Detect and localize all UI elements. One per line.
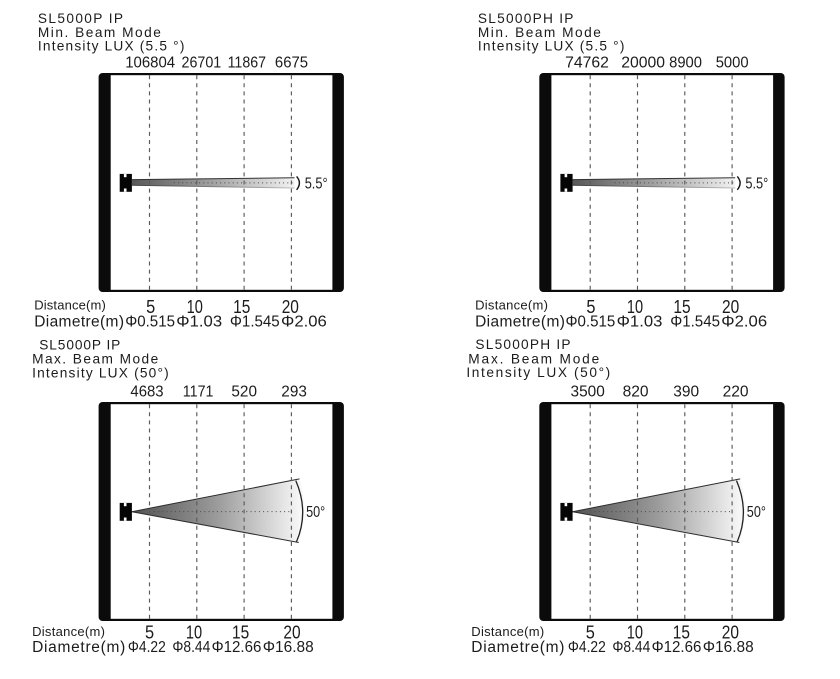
svg-text:20: 20 — [282, 297, 299, 317]
svg-text:15: 15 — [232, 623, 249, 643]
svg-text:5: 5 — [146, 297, 155, 317]
svg-text:Max. Beam Mode: Max. Beam Mode — [468, 351, 599, 366]
svg-text:Φ16.88: Φ16.88 — [703, 639, 754, 656]
svg-text:Φ8.44: Φ8.44 — [172, 639, 210, 656]
svg-text:Φ16.88: Φ16.88 — [263, 639, 314, 656]
svg-text:5.5°: 5.5° — [745, 176, 768, 193]
svg-text:SL5000PH IP: SL5000PH IP — [475, 337, 570, 352]
svg-text:Φ4.22: Φ4.22 — [128, 639, 166, 656]
svg-text:4683: 4683 — [130, 383, 163, 400]
svg-text:SL5000PH IP: SL5000PH IP — [478, 11, 574, 26]
svg-text:5: 5 — [586, 623, 595, 643]
svg-text:11867: 11867 — [228, 55, 266, 72]
svg-text:220: 220 — [723, 383, 749, 400]
svg-text:5: 5 — [145, 623, 154, 643]
svg-text:106804: 106804 — [125, 55, 175, 72]
svg-text:Φ2.06: Φ2.06 — [281, 314, 327, 331]
svg-text:Φ1.03: Φ1.03 — [617, 314, 663, 331]
svg-text:74762: 74762 — [565, 55, 609, 72]
svg-text:20: 20 — [722, 297, 739, 317]
svg-text:50°: 50° — [747, 504, 766, 521]
svg-text:50°: 50° — [306, 504, 325, 521]
svg-text:Diametre(m): Diametre(m) — [34, 313, 124, 330]
svg-text:Intensity LUX (50°): Intensity LUX (50°) — [466, 365, 610, 380]
svg-text:10: 10 — [186, 623, 202, 643]
svg-text:8900: 8900 — [669, 55, 702, 72]
svg-text:Φ4.22: Φ4.22 — [568, 639, 606, 656]
svg-text:Φ1.545: Φ1.545 — [670, 314, 720, 331]
svg-text:Φ0.515: Φ0.515 — [566, 314, 616, 331]
svg-text:Φ12.66: Φ12.66 — [212, 639, 262, 656]
svg-text:20: 20 — [283, 623, 300, 643]
svg-text:Distance(m): Distance(m) — [32, 624, 105, 639]
svg-text:820: 820 — [623, 383, 649, 400]
svg-text:SL5000P IP: SL5000P IP — [39, 338, 120, 353]
svg-text:Intensity LUX (50°): Intensity LUX (50°) — [32, 365, 169, 380]
svg-text:10: 10 — [627, 623, 643, 643]
svg-text:26701: 26701 — [182, 55, 222, 72]
svg-text:15: 15 — [673, 297, 690, 317]
svg-text:Distance(m): Distance(m) — [471, 624, 544, 639]
svg-text:Intensity LUX (5.5 °): Intensity LUX (5.5 °) — [38, 39, 185, 54]
svg-text:Diametre(m): Diametre(m) — [471, 639, 564, 656]
svg-text:10: 10 — [627, 297, 643, 317]
svg-text:5000: 5000 — [716, 55, 749, 72]
svg-text:Φ8.44: Φ8.44 — [612, 639, 650, 656]
svg-text:1171: 1171 — [183, 383, 214, 400]
svg-text:15: 15 — [673, 623, 690, 643]
svg-text:Distance(m): Distance(m) — [34, 297, 106, 312]
svg-text:20: 20 — [722, 623, 739, 643]
svg-text:Intensity LUX (5.5 °): Intensity LUX (5.5 °) — [478, 39, 625, 54]
svg-text:Φ12.66: Φ12.66 — [652, 639, 702, 656]
svg-text:3500: 3500 — [571, 383, 605, 400]
svg-text:SL5000P IP: SL5000P IP — [38, 11, 123, 26]
svg-text:Diametre(m): Diametre(m) — [475, 313, 565, 330]
svg-text:20000: 20000 — [621, 55, 665, 72]
svg-text:293: 293 — [281, 383, 307, 400]
svg-text:5: 5 — [586, 297, 595, 317]
svg-text:Φ1.545: Φ1.545 — [230, 314, 280, 331]
svg-text:Max. Beam Mode: Max. Beam Mode — [32, 351, 158, 366]
svg-text:Φ0.515: Φ0.515 — [125, 314, 175, 331]
svg-text:Φ1.03: Φ1.03 — [176, 314, 222, 331]
svg-text:10: 10 — [187, 297, 203, 317]
svg-text:5.5°: 5.5° — [305, 176, 328, 193]
svg-text:Distance(m): Distance(m) — [475, 297, 548, 312]
svg-text:520: 520 — [231, 383, 257, 400]
svg-text:15: 15 — [233, 297, 250, 317]
svg-text:Φ2.06: Φ2.06 — [721, 314, 767, 331]
svg-text:Diametre(m): Diametre(m) — [32, 639, 125, 656]
svg-text:390: 390 — [673, 383, 699, 400]
svg-text:6675: 6675 — [275, 55, 308, 72]
